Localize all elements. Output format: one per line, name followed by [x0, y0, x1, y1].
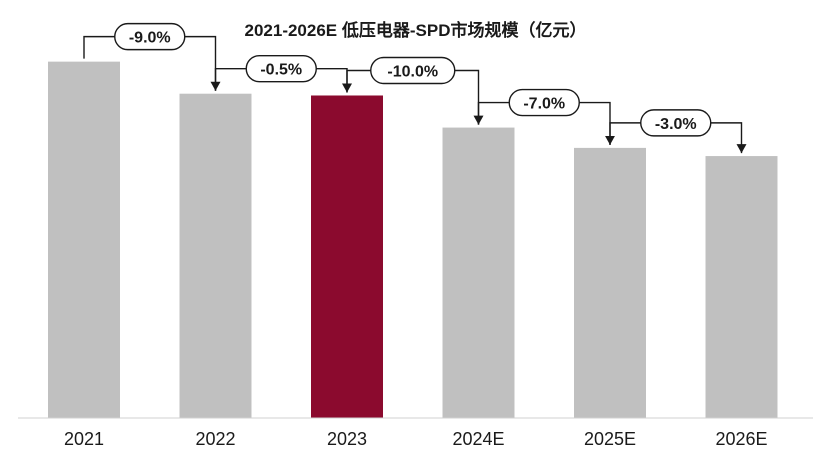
chart-title: 2021-2026E 低压电器-SPD市场规模（亿元）: [244, 21, 587, 40]
bar-2024E: [442, 127, 515, 419]
x-tick-label-2022: 2022: [195, 429, 235, 449]
x-tick-label-2023: 2023: [327, 429, 367, 449]
growth-label-2: -0.5%: [260, 62, 302, 79]
x-tick-label-2021: 2021: [64, 429, 104, 449]
bar-2025E: [574, 147, 646, 419]
bar-2022: [179, 93, 252, 418]
x-tick-label-2024E: 2024E: [452, 429, 504, 449]
growth-label-bubble-2: [245, 55, 317, 83]
bar-2026E: [705, 156, 778, 418]
growth-label-bubble-4: [508, 88, 580, 117]
growth-label-bubble-3: [370, 56, 456, 85]
x-tick-label-2025E: 2025E: [584, 429, 636, 449]
growth-label-1: -9.0%: [129, 30, 171, 47]
growth-label-bubble-5: [640, 109, 712, 137]
x-tick-label-2026E: 2026E: [715, 429, 767, 449]
growth-label-bubble-1: [114, 22, 186, 51]
growth-label-4: -7.0%: [523, 96, 565, 113]
bar-2023: [311, 95, 383, 418]
growth-label-3: -10.0%: [387, 63, 438, 80]
bar-2021: [48, 61, 120, 419]
growth-label-5: -3.0%: [655, 116, 697, 133]
